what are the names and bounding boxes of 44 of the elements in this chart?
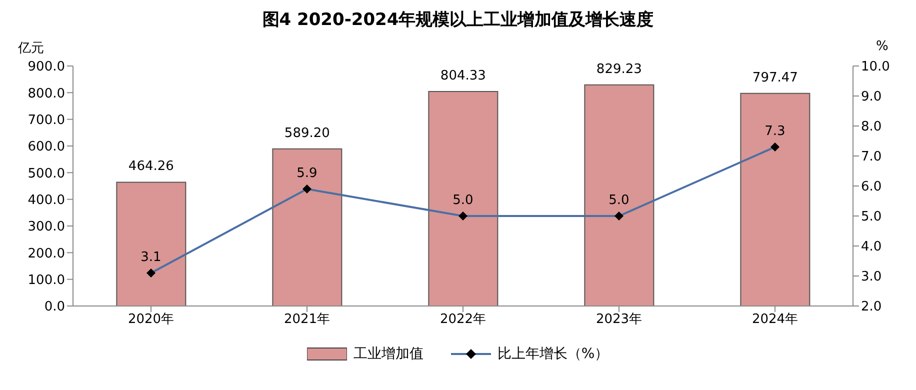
data-label: 829.23 — [596, 62, 642, 77]
data-label: 7.3 — [764, 124, 786, 139]
y-tick-label: 100.0 — [28, 272, 65, 288]
data-label: 5.0 — [608, 193, 630, 208]
y-tick-label: 0.0 — [44, 300, 65, 315]
y2-axis-title: % — [876, 39, 888, 54]
y-tick-label: 200.0 — [28, 246, 65, 262]
x-tick-label: 2023年 — [596, 312, 642, 328]
bar — [740, 92, 810, 306]
x-tick-label: 2020年 — [128, 312, 174, 328]
y2-tick-label: 3.0 — [861, 270, 882, 285]
y-tick-label: 300.0 — [28, 220, 65, 235]
chart-title: 图4 2020-2024年规模以上工业增加值及增长速度 — [261, 9, 655, 31]
legend-label: 比上年增长（%） — [497, 345, 609, 363]
y2-tick-label: 5.0 — [861, 210, 882, 225]
y2-tick-label: 4.0 — [861, 240, 882, 255]
y2-tick-label: 8.0 — [861, 120, 882, 135]
data-label: 3.1 — [140, 250, 162, 265]
x-tick-label: 2021年 — [284, 312, 330, 328]
y-tick-label: 400.0 — [28, 192, 65, 208]
y2-tick-label: 6.0 — [861, 180, 882, 195]
data-label: 797.47 — [752, 70, 798, 86]
y2-tick-label: 2.0 — [861, 300, 882, 315]
y-tick-label: 800.0 — [28, 86, 65, 102]
data-label: 804.33 — [440, 68, 486, 84]
legend-label: 工业增加值 — [353, 345, 424, 363]
bar — [428, 91, 498, 306]
data-label: 5.0 — [452, 193, 474, 208]
x-tick-label: 2022年 — [440, 312, 486, 328]
bar — [272, 148, 342, 306]
bar — [584, 84, 654, 306]
data-label: 589.20 — [284, 126, 330, 141]
data-label: 464.26 — [128, 159, 174, 174]
y-axis-title: 亿元 — [18, 40, 44, 57]
y2-tick-label: 9.0 — [861, 90, 882, 105]
y-tick-label: 500.0 — [28, 166, 65, 182]
y-tick-label: 700.0 — [28, 112, 65, 128]
x-tick-label: 2024年 — [752, 312, 798, 328]
y2-tick-label: 7.0 — [861, 150, 882, 165]
y-tick-label: 900.0 — [28, 60, 65, 75]
y-tick-label: 600.0 — [28, 140, 65, 155]
bar — [116, 182, 186, 306]
data-label: 5.9 — [296, 166, 318, 181]
y2-tick-label: 10.0 — [861, 60, 890, 75]
